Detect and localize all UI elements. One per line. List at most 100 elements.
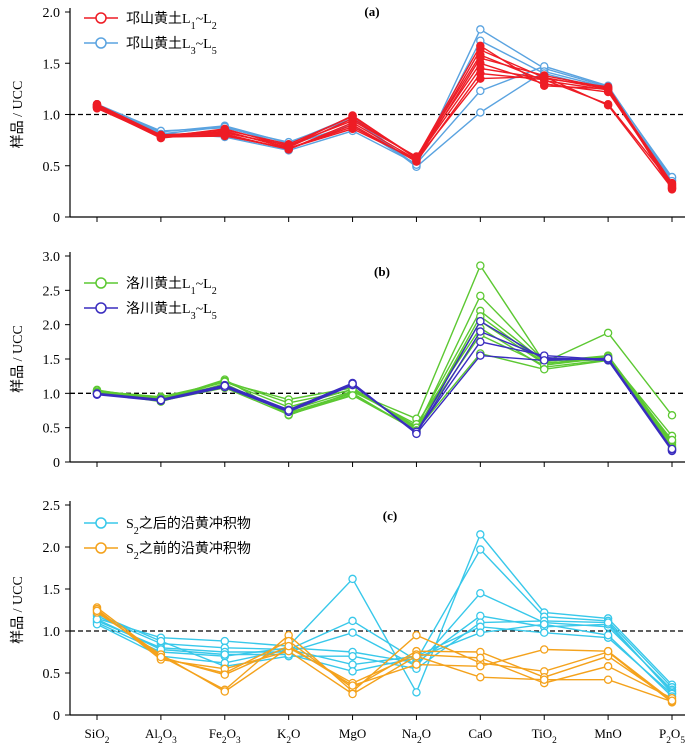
y-tick-label: 1.0 (43, 387, 61, 402)
data-point (667, 696, 677, 705)
data-point (156, 636, 166, 646)
series-1-8 (92, 349, 677, 453)
series-line (96, 39, 673, 182)
panel-1: 0 0.5 1.0 1.5 2.0 样品 / UCC (a) 邛山黄土L1~L2 邛山黄土L3~… (10, 4, 685, 226)
data-point (476, 545, 485, 554)
y-tick-label: 0.5 (43, 160, 61, 175)
legend-item-2: 邛山黄土L3~L5 (84, 35, 217, 57)
legend-label: S2之后的沿黄冲积物 (126, 515, 251, 537)
series-1-1 (92, 45, 677, 193)
data-point (348, 112, 357, 121)
data-point (603, 354, 613, 363)
data-point (476, 86, 485, 96)
legend-marker (95, 12, 107, 24)
legend-item-2: S2之前的沿黄冲积物 (84, 540, 251, 562)
legend-label: 洛川黄土L1~L2 (126, 275, 217, 297)
data-point (539, 356, 549, 365)
series-line (96, 44, 673, 184)
data-point (348, 379, 357, 388)
y-tick-label: 2.0 (43, 6, 61, 21)
series-1-8 (92, 72, 677, 193)
data-point (476, 653, 485, 663)
legend-item-2: 洛川黄土L3~L5 (84, 300, 217, 322)
legend-label: 邛山黄土L3~L5 (126, 35, 217, 57)
series-1-3 (92, 53, 677, 194)
data-point (539, 675, 549, 684)
data-point (348, 628, 357, 637)
data-point (348, 667, 357, 676)
data-point (539, 620, 549, 629)
series-line (96, 548, 673, 688)
series-line (96, 49, 673, 189)
series-line (96, 352, 673, 449)
y-tick-label: 0.5 (43, 422, 61, 437)
x-tick-label: MgO (339, 726, 366, 741)
data-point (476, 588, 485, 598)
data-point (284, 144, 293, 153)
series-2-1 (92, 316, 677, 455)
series-2-4 (92, 351, 677, 454)
data-point (412, 651, 421, 661)
legend-item-1: S2之后的沿黄冲积物 (84, 515, 251, 537)
x-tick-label: Na2O (402, 726, 431, 744)
panel-3: 0 0.5 1.0 1.5 2.0 2.5 样品 / UCC (c) S2之后的沿黄冲积物 S2之… (10, 499, 685, 724)
data-point (348, 689, 357, 699)
series-line (96, 72, 673, 185)
data-point (476, 662, 485, 671)
series-line (96, 57, 673, 190)
series-2-5 (92, 606, 677, 705)
y-tick-label: 1.5 (43, 583, 61, 598)
data-point (220, 381, 230, 391)
data-point (348, 391, 357, 400)
series-1-4 (92, 312, 677, 448)
data-point (476, 25, 485, 34)
data-point (539, 365, 549, 374)
data-point (284, 406, 293, 415)
series-2-4 (92, 36, 677, 186)
y-tick-label: 1.0 (43, 109, 61, 124)
data-point (92, 389, 102, 399)
data-point (476, 291, 485, 301)
data-point (412, 155, 421, 164)
data-point (603, 662, 613, 671)
y-axis-label: 样品 / UCC (10, 325, 26, 393)
data-point (539, 628, 549, 637)
data-point (667, 444, 677, 454)
y-tick-label: 1.5 (43, 353, 61, 368)
legend-label: S2之前的沿黄冲积物 (126, 540, 251, 562)
data-point (603, 84, 613, 94)
data-point (603, 328, 613, 338)
data-point (348, 681, 357, 690)
series-line (96, 54, 673, 187)
data-point (603, 630, 613, 640)
series-1-5 (92, 64, 677, 192)
x-tick-label: SiO2 (85, 726, 110, 744)
data-point (539, 645, 549, 654)
series-line (96, 592, 673, 691)
data-point (539, 81, 549, 91)
data-point (667, 411, 677, 420)
series-2-2 (92, 327, 677, 456)
legend-marker (95, 37, 107, 49)
data-point (476, 351, 485, 360)
y-tick-label: 2.5 (43, 499, 61, 514)
series-line (96, 75, 673, 189)
data-point (220, 131, 230, 141)
series-line (96, 320, 673, 451)
legend-item-1: 邛山黄土L1~L2 (84, 10, 217, 32)
panel-label: (b) (374, 264, 390, 279)
data-point (412, 630, 421, 640)
data-point (476, 672, 485, 682)
series-2-3 (92, 608, 677, 703)
series-line (96, 327, 673, 441)
data-point (603, 675, 613, 684)
data-point (476, 74, 485, 83)
series-1-2 (92, 50, 677, 191)
panel-label: (a) (364, 4, 379, 19)
y-tick-label: 1.5 (43, 57, 61, 72)
series-1-3 (92, 588, 677, 695)
data-point (348, 124, 357, 134)
y-axis-label: 样品 / UCC (10, 576, 26, 644)
series-line (96, 618, 673, 698)
series-line (96, 320, 673, 446)
